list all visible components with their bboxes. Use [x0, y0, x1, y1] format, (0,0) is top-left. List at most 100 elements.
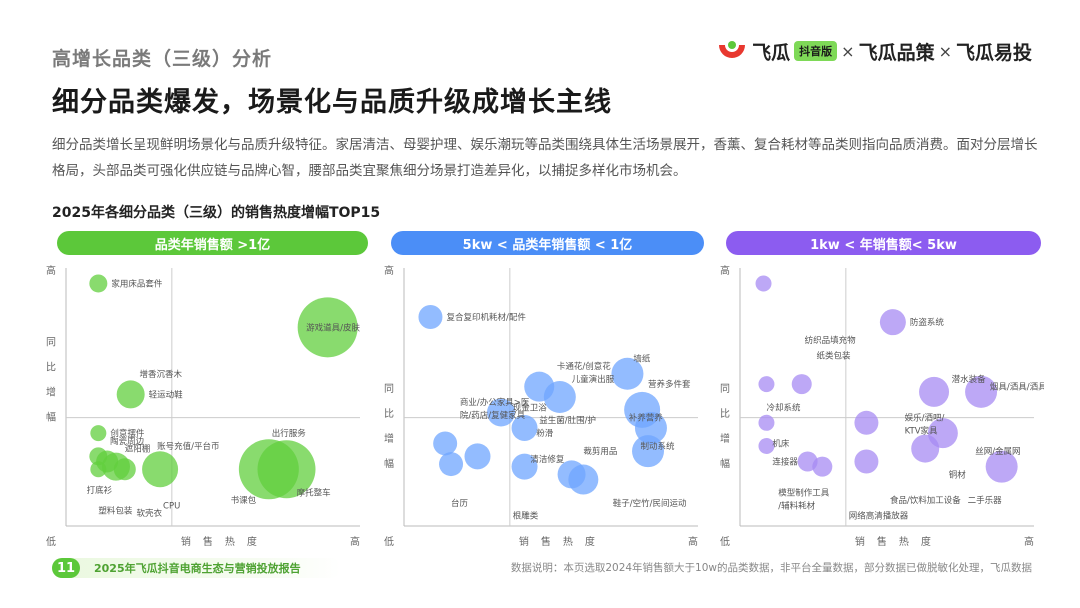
x-axis-high-label: 高 [688, 535, 698, 548]
bubble-point [758, 438, 775, 455]
y-axis-title-char: 幅 [384, 457, 394, 470]
panel-banner-50m-100m: 5kw < 品类年销售额 < 1亿 [391, 231, 704, 255]
x-axis-title-char: 销 [855, 535, 865, 548]
footer-report-badge: 11 2025年飞瓜抖音电商生态与营销投放报告 [52, 558, 341, 578]
chart-title: 2025年各细分品类（三级）的销售热度增幅TOP15 [52, 205, 381, 221]
bubble-label: 营养多件套 [648, 379, 691, 390]
bubble-point [611, 357, 644, 390]
bubble-point [418, 305, 443, 330]
bubble-point [511, 414, 538, 441]
bubble-label: 补养营养 [629, 413, 664, 424]
y-axis-title-char: 幅 [46, 410, 56, 423]
y-axis-title-char: 增 [720, 432, 730, 445]
bubble-label: 遮阳棚 [125, 444, 151, 455]
bubble-label: 院/药店/复健家具 [460, 410, 526, 421]
bubble-point [812, 456, 833, 477]
bubble-point [854, 449, 879, 474]
bubble-label: 账号充值/平台币 [157, 441, 219, 452]
x-axis-title-char: 销 [181, 535, 191, 548]
bubble-point [142, 451, 179, 488]
bubble-label: 机床 [772, 438, 790, 449]
y-axis-title-char: 比 [384, 408, 394, 420]
description-paragraph: 细分品类增长呈现鲜明场景化与品质升级特征。家居清洁、母婴护理、娱乐潮玩等品类围绕… [52, 137, 1038, 179]
x-axis-title-char: 售 [541, 535, 551, 548]
bubble-label: CPU [163, 501, 180, 511]
bubble-point [113, 458, 136, 481]
x-axis-title-char: 度 [921, 535, 931, 548]
x-axis-title-char: 度 [585, 535, 595, 548]
scatter-chart-tier1: 高低 高销售热度同比增幅家用床品套件游戏道具/皮肤增香沉香木轻运动鞋创意摆件陶瓷周… [46, 264, 360, 548]
brand-separator: × [841, 41, 855, 61]
bubble-point [758, 414, 775, 431]
bubble-point [89, 274, 108, 293]
bubble-point [257, 440, 316, 499]
bubble-label: KTV家具 [905, 426, 938, 437]
bubble-label: 制动系统 [640, 441, 675, 452]
bubble-label: 商业/办公家具>医 [460, 397, 530, 408]
bubble-label: 软壳衣 [137, 508, 163, 519]
bubble-label: 模型制作工具 [778, 487, 830, 498]
bubble-label: 清洁修复 [530, 454, 565, 465]
bubble-label: 儿童演出服 [572, 374, 615, 385]
x-axis-high-label: 高 [1024, 535, 1034, 548]
bubble-point [439, 452, 464, 477]
bubble-label: 潜水装备 [952, 374, 987, 385]
feigua-logo-icon [719, 41, 746, 58]
x-axis-title-char: 热 [225, 535, 235, 548]
x-axis-title-char: 销 [519, 535, 529, 548]
scatter-chart-tier2: 高低 高销售热度同比增幅复合复印机耗材/配件卡通花/创意花墙纸儿童演出服营养多件套… [384, 264, 698, 548]
bubble-point [543, 381, 576, 413]
bubble-label: 家用床品套件 [111, 278, 163, 289]
bubble-point [297, 297, 358, 358]
bubble-label: 打底衫 [87, 485, 113, 496]
brand-name-feigua: 飞瓜 [752, 41, 791, 64]
y-axis-title-char: 比 [720, 408, 730, 420]
page-number: 11 [52, 558, 80, 578]
bubble-point [90, 461, 107, 478]
panel-banner-10m-50m: 1kw < 年销售额< 5kw [726, 231, 1041, 255]
bubble-label: /辅料耗材 [778, 500, 815, 511]
bubble-label: 摩托整车 [297, 487, 331, 498]
bubble-label: 纺织品填充物 [805, 335, 857, 346]
panel-banner-label: 品类年销售额 >1亿 [154, 237, 271, 253]
panel-banner-label: 5kw < 品类年销售额 < 1亿 [462, 237, 633, 253]
brand-name-yitou: 飞瓜易投 [955, 41, 1032, 64]
bubble-label: 裁剪用品 [583, 446, 617, 457]
y-axis-high-label: 高 [46, 264, 56, 277]
bubble-label: 台历 [451, 498, 469, 509]
brand-separator: × [938, 41, 952, 61]
bubble-point [791, 374, 812, 395]
y-axis-high-label: 高 [384, 264, 394, 277]
brand-name-pince: 飞瓜品策 [858, 41, 935, 64]
report-title: 2025年飞瓜抖音电商生态与营销投放报告 [94, 562, 301, 575]
bubble-label: 丝网/金属网 [975, 446, 1020, 457]
bubble-point [965, 375, 998, 408]
x-axis-low-label: 低 [46, 535, 56, 548]
bubble-point [634, 411, 667, 444]
x-axis-high-label: 高 [350, 535, 360, 548]
bubble-label: 轻运动鞋 [149, 389, 184, 400]
bubble-label: 鞋子/空竹/民间运动 [613, 498, 687, 509]
y-axis-title-char: 同 [46, 336, 56, 348]
y-axis-title-char: 增 [46, 385, 56, 398]
bubble-label: 粉滑 [536, 428, 554, 439]
bubble-point [985, 450, 1018, 483]
bubble-point [632, 435, 665, 468]
x-axis-low-label: 低 [384, 535, 394, 548]
bubble-point [568, 464, 599, 495]
bubble-point [854, 410, 879, 435]
bubble-label: 连接器 [772, 457, 798, 468]
panel-banner-over-100m: 品类年销售额 >1亿 [57, 231, 368, 255]
bubble-point [758, 376, 775, 393]
bubble-point [511, 453, 538, 480]
bubble-label: 创意摆件 [110, 428, 145, 439]
bubble-label: 出行服务 [272, 428, 307, 439]
scatter-chart-tier3: 高低 高销售热度同比增幅防盗系统纺织品填充物纸类包装潜水装备烟具/酒具/酒具冷却系… [720, 264, 1044, 548]
bubble-label: 书课包 [231, 495, 257, 506]
bubble-point [755, 275, 772, 292]
y-axis-title-char: 幅 [720, 457, 730, 470]
bubble-label: 增香沉香木 [140, 369, 183, 380]
bubble-label: 卡通花/创意花 [557, 361, 611, 372]
bubble-point [487, 398, 516, 427]
bubble-label: 陶瓷周边 [110, 436, 145, 447]
